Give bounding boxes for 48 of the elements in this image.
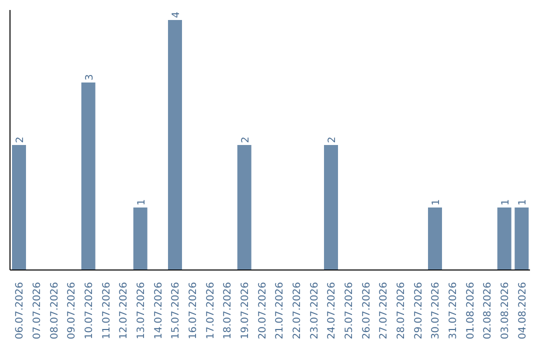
bar bbox=[428, 208, 442, 270]
bar bbox=[168, 20, 182, 270]
x-tick-label: 14.07.2026 bbox=[153, 282, 164, 340]
x-tick-label: 27.07.2026 bbox=[378, 282, 390, 340]
x-tick-label: 26.07.2026 bbox=[361, 282, 372, 340]
data-label: 1 bbox=[500, 199, 512, 206]
data-label: 1 bbox=[518, 199, 529, 206]
bar bbox=[81, 82, 96, 270]
x-tick-label: 30.07.2026 bbox=[430, 282, 442, 340]
data-label: 2 bbox=[327, 136, 338, 143]
x-tick-label: 15.07.2026 bbox=[170, 282, 182, 340]
x-tick-label: 29.07.2026 bbox=[413, 282, 424, 340]
bar bbox=[514, 208, 529, 270]
bar bbox=[133, 208, 148, 270]
bar bbox=[497, 208, 512, 270]
x-tick-label: 01.08.2026 bbox=[465, 282, 476, 340]
x-tick-label: 02.08.2026 bbox=[482, 282, 494, 340]
x-tick-label: 25.07.2026 bbox=[344, 282, 355, 340]
x-tick-label: 24.07.2026 bbox=[326, 282, 338, 340]
bar bbox=[324, 145, 338, 270]
x-tick-label: 22.07.2026 bbox=[292, 282, 303, 340]
data-label: 2 bbox=[240, 136, 252, 143]
x-tick-label: 08.07.2026 bbox=[49, 282, 60, 340]
x-tick-label: 16.07.2026 bbox=[188, 282, 199, 340]
data-label: 3 bbox=[84, 74, 96, 80]
x-tick-label: 31.07.2026 bbox=[448, 282, 459, 340]
x-tick-label: 17.07.2026 bbox=[205, 282, 216, 340]
data-label: 1 bbox=[431, 199, 442, 206]
x-tick-label: 12.07.2026 bbox=[118, 282, 130, 340]
x-tick-label: 10.07.2026 bbox=[84, 282, 95, 340]
data-label: 4 bbox=[171, 12, 182, 18]
x-tick-label: 19.07.2026 bbox=[240, 282, 251, 340]
x-tick-label: 21.07.2026 bbox=[274, 282, 286, 340]
x-tick-label: 09.07.2026 bbox=[66, 282, 78, 340]
bar bbox=[12, 145, 26, 270]
x-tick-label: 18.07.2026 bbox=[222, 282, 234, 340]
x-tick-label: 23.07.2026 bbox=[309, 282, 320, 340]
x-tick-label: 03.08.2026 bbox=[500, 282, 511, 340]
bar bbox=[237, 145, 252, 270]
x-tick-label: 07.07.2026 bbox=[32, 282, 43, 340]
x-tick-label: 04.08.2026 bbox=[517, 282, 528, 340]
x-tick-label: 06.07.2026 bbox=[14, 282, 26, 340]
x-tick-label: 20.07.2026 bbox=[257, 282, 268, 340]
x-tick-label: 13.07.2026 bbox=[136, 282, 147, 340]
x-tick-label: 11.07.2026 bbox=[101, 282, 112, 340]
data-label: 2 bbox=[15, 136, 26, 143]
data-label: 1 bbox=[136, 199, 148, 206]
x-tick-label: 28.07.2026 bbox=[396, 282, 407, 340]
